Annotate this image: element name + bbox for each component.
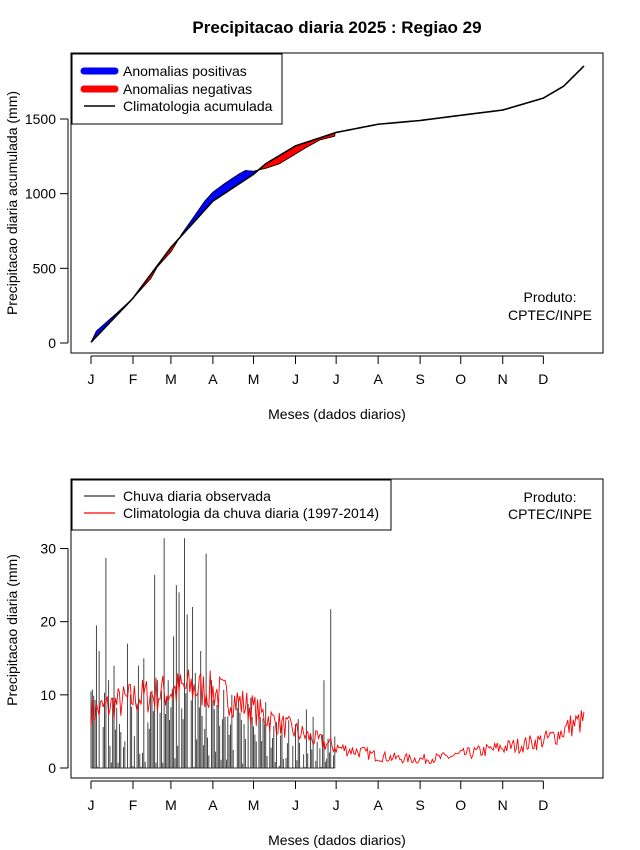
x-tick-label: M [248, 371, 260, 387]
x-tick-label: F [129, 371, 138, 387]
x-tick-label: S [415, 797, 424, 813]
x-tick-label: M [248, 797, 260, 813]
daily-y-axis: 0 10 20 30 [40, 541, 69, 776]
x-tick-label: A [208, 371, 218, 387]
y-tick-label: 0 [48, 335, 56, 351]
y-tick-label: 20 [40, 614, 56, 630]
x-tick-label: J [333, 797, 340, 813]
cumulative-y-axis: 0 500 1000 1500 [25, 111, 69, 351]
daily-panel: J F M A M J J A S O N D 0 10 20 30 Meses (dados diario… [4, 478, 604, 848]
y-tick-label: 30 [40, 541, 56, 557]
x-tick-label: J [333, 371, 340, 387]
credit-cptec-bottom: CPTEC/INPE [508, 506, 592, 522]
x-tick-label: D [538, 797, 548, 813]
observed-cumulative-line [90, 135, 335, 343]
x-tick-label: J [88, 797, 95, 813]
daily-legend: Chuva diaria observada Climatologia da c… [71, 479, 392, 531]
legend-label-negative: Anomalias negativas [123, 81, 252, 97]
x-tick-label: A [208, 797, 218, 813]
x-tick-label: A [373, 797, 383, 813]
x-tick-label: O [455, 371, 466, 387]
daily-x-axis-label: Meses (dados diarios) [268, 832, 406, 848]
observed-daily-bars [90, 538, 336, 769]
y-tick-label: 1000 [25, 186, 56, 202]
y-tick-label: 500 [33, 260, 57, 276]
x-tick-label: J [88, 371, 95, 387]
daily-plot-frame [70, 478, 604, 779]
cumulative-plot-frame [70, 52, 604, 354]
daily-y-axis-label: Precipitacao diaria (mm) [4, 554, 20, 706]
climatology-daily-line [90, 669, 585, 765]
y-tick-label: 1500 [25, 111, 56, 127]
anomaly-area-group [90, 132, 336, 343]
x-tick-label: O [455, 797, 466, 813]
cumulative-y-axis-label: Precipitacao diaria acumulada (mm) [4, 91, 20, 315]
legend-label-observed: Chuva diaria observada [123, 488, 271, 504]
x-tick-label: M [165, 371, 177, 387]
cumulative-legend: Anomalias positivas Anomalias negativas … [71, 53, 283, 125]
x-tick-label: J [292, 371, 299, 387]
x-tick-label: N [498, 797, 508, 813]
cumulative-panel: J F M A M J J A S O N D 0 500 1000 1500 Meses (dados d… [4, 52, 604, 422]
y-tick-label: 10 [40, 687, 56, 703]
credit-cptec-top: CPTEC/INPE [508, 307, 592, 323]
credit-produto-bottom: Produto: [524, 489, 577, 505]
x-tick-label: J [292, 797, 299, 813]
daily-legend-box [71, 479, 392, 531]
legend-label-climatology: Climatologia acumulada [123, 98, 273, 114]
x-tick-label: M [165, 797, 177, 813]
chart-title: Precipitacao diaria 2025 : Regiao 29 [192, 18, 481, 37]
x-tick-label: D [538, 371, 548, 387]
cumulative-x-axis-label: Meses (dados diarios) [268, 406, 406, 422]
x-tick-label: F [129, 797, 138, 813]
x-tick-label: N [498, 371, 508, 387]
y-tick-label: 0 [48, 760, 56, 776]
legend-label-positive: Anomalias positivas [123, 63, 247, 79]
credit-produto-top: Produto: [524, 289, 577, 305]
legend-label-climatology-daily: Climatologia da chuva diaria (1997-2014) [123, 505, 379, 521]
x-tick-label: A [373, 371, 383, 387]
climatology-cumulative-line [90, 65, 585, 343]
x-tick-label: S [415, 371, 424, 387]
